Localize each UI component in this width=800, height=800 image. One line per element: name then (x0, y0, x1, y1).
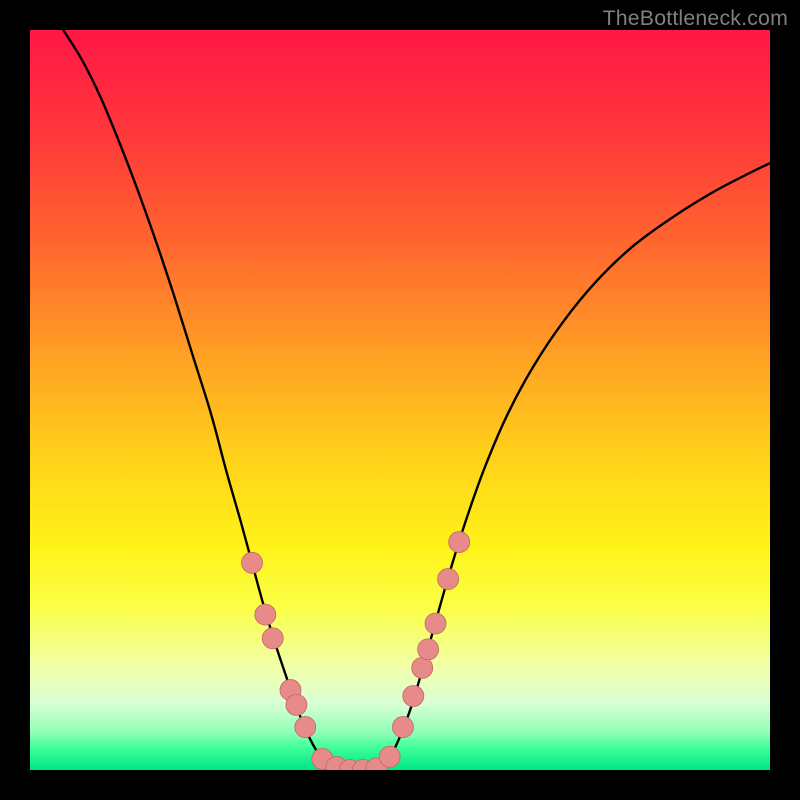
marker-point (438, 569, 459, 590)
marker-point (449, 532, 470, 553)
marker-point (403, 686, 424, 707)
marker-point (286, 694, 307, 715)
marker-point (379, 746, 400, 767)
marker-point (295, 717, 316, 738)
marker-point (425, 613, 446, 634)
marker-point (392, 717, 413, 738)
chart-stage: TheBottleneck.com (0, 0, 800, 800)
marker-point (255, 604, 276, 625)
marker-point (262, 628, 283, 649)
marker-point (418, 639, 439, 660)
marker-point (242, 552, 263, 573)
watermark: TheBottleneck.com (603, 6, 788, 31)
gradient-panel (30, 30, 770, 770)
bottleneck-chart (0, 0, 800, 800)
marker-point (412, 657, 433, 678)
